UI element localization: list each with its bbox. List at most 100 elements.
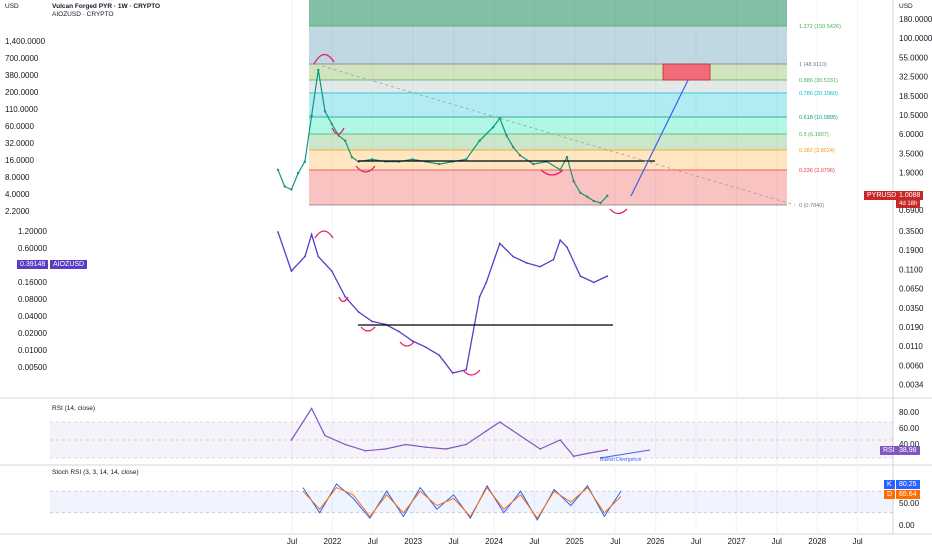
fib-band[interactable] (309, 26, 787, 64)
target-box[interactable] (662, 63, 711, 81)
time-tick-label: Jul (448, 537, 458, 546)
fib-band[interactable] (309, 80, 787, 93)
divergence-line[interactable] (599, 449, 651, 459)
time-tick-label: Jul (852, 537, 862, 546)
time-tick-label: Jul (368, 537, 378, 546)
left-tick-label: 200.0000 (5, 88, 39, 97)
fib-band[interactable] (309, 134, 787, 150)
time-tick-label: Jul (691, 537, 701, 546)
right-tick-label: 60.00 (899, 424, 920, 433)
left-tick-label: 4.0000 (5, 190, 30, 199)
aioz-low-arc[interactable] (462, 369, 481, 376)
fib-band[interactable] (309, 64, 787, 80)
fib-level-label: 0.236 (2.0796) (799, 168, 835, 174)
drawings-layer[interactable] (313, 53, 796, 459)
aioz-line[interactable] (277, 231, 608, 374)
trend-line[interactable] (321, 65, 796, 206)
right-tick-label: 6.0000 (899, 130, 924, 139)
projection-arrow[interactable] (630, 69, 694, 197)
right-tick-label: 1.9000 (899, 169, 924, 178)
fib-band[interactable] (309, 170, 787, 205)
right-price-axis[interactable]: 180.0000 100.0000 55.0000 32.5000 18.5000 10.… (899, 15, 932, 530)
right-tick-label: 0.0034 (899, 381, 924, 390)
right-currency: USD (899, 3, 913, 10)
low-arc[interactable] (331, 127, 345, 135)
aioz-pane[interactable] (277, 231, 609, 374)
price-pane[interactable] (276, 68, 609, 205)
aioz-value-tag[interactable]: 0.39148 (17, 260, 49, 269)
left-tick-label: 380.0000 (5, 71, 39, 80)
rsi-symbol-tag[interactable]: RSI (880, 446, 898, 455)
left-tick-label: 0.16000 (18, 278, 47, 287)
stoch-pane[interactable] (50, 483, 893, 522)
pyr-price-tag[interactable]: 1.0088 (896, 191, 924, 200)
rsi-pane[interactable] (50, 407, 893, 459)
left-tick-label: 1.20000 (18, 227, 47, 236)
aioz-low-arc[interactable] (338, 296, 349, 303)
rsi-title[interactable]: RSI (14, close) (52, 405, 95, 412)
rsi-value-tag[interactable]: 38.98 (896, 446, 920, 455)
fib-band[interactable] (309, 150, 787, 170)
left-tick-label: 0.08000 (18, 295, 47, 304)
left-tick-label: 0.02000 (18, 329, 47, 338)
right-tick-label: 100.0000 (899, 34, 932, 43)
fib-band[interactable] (309, 93, 787, 117)
fib-level-label: 0.886 (30.5331) (799, 78, 838, 84)
left-tick-label: 0.00500 (18, 363, 47, 372)
top-arc[interactable] (313, 53, 335, 65)
time-tick-label: 2025 (566, 537, 584, 546)
left-tick-label: 110.0000 (5, 105, 38, 114)
pyr-symbol-tag[interactable]: PYRUSD (864, 191, 900, 200)
rsi-line[interactable] (290, 407, 608, 457)
time-tick-label: 2024 (485, 537, 503, 546)
fib-level-label: 1.272 (150.5426) (799, 24, 841, 30)
fib-level-label: 0.618 (10.0895) (799, 115, 838, 121)
left-tick-label: 700.0000 (5, 54, 39, 63)
right-tick-label: 0.1100 (899, 265, 923, 274)
time-tick-label: Jul (772, 537, 782, 546)
price-line[interactable] (277, 69, 608, 204)
fib-retracement[interactable] (309, 0, 787, 206)
vertical-grid (291, 0, 859, 534)
right-tick-label: 0.0190 (899, 323, 924, 332)
stoch-d-letter[interactable]: D (884, 490, 896, 499)
time-tick-label: 2022 (324, 537, 342, 546)
right-tick-label: 3.5000 (899, 149, 924, 158)
left-tick-label: 0.01000 (18, 346, 47, 355)
aioz-low-arc[interactable] (399, 341, 415, 347)
low-arc[interactable] (540, 169, 564, 176)
low-arc[interactable] (355, 165, 376, 173)
left-price-axis[interactable]: 1,400.0000 700.0000 380.0000 200.0000 110.00… (5, 37, 47, 372)
chart-title[interactable]: Vulcan Forged PYR · 1W · CRYPTO (52, 3, 161, 10)
stoch-d-line[interactable] (302, 486, 622, 520)
fib-level-label: 0.382 (3.8024) (799, 148, 835, 154)
right-tick-label: 10.5000 (899, 111, 928, 120)
aioz-symbol-tag[interactable]: AIOZUSD (50, 260, 88, 269)
right-tick-label: 0.0110 (899, 342, 923, 351)
left-tick-label: 8.0000 (5, 173, 30, 182)
aioz-top-arc[interactable] (314, 230, 334, 239)
fib-band[interactable] (309, 0, 787, 26)
stoch-band[interactable] (50, 491, 893, 513)
stoch-d-tag[interactable]: 65.64 (896, 490, 920, 499)
stoch-k-tag[interactable]: 80.25 (896, 480, 920, 489)
low-arc[interactable] (609, 208, 628, 215)
fib-band[interactable] (309, 117, 787, 134)
right-tick-label: 0.0060 (899, 361, 924, 370)
time-tick-label: Jul (529, 537, 539, 546)
countdown-tag: 4d 18h (896, 200, 921, 208)
fib-level-label: 0 (0.7840) (799, 203, 824, 209)
left-tick-label: 32.0000 (5, 139, 34, 148)
time-axis[interactable]: Jul 2022 Jul 2023 Jul 2024 Jul 2025 Jul 2026 Jul 20… (287, 537, 863, 546)
stoch-title[interactable]: Stoch RSI (3, 3, 14, 14, close) (52, 469, 139, 476)
right-tick-label: 0.3500 (899, 227, 924, 236)
time-tick-label: 2023 (404, 537, 422, 546)
right-tick-label: 32.5000 (899, 73, 928, 82)
chart-subtitle[interactable]: AIOZUSD · CRYPTO (52, 11, 114, 18)
aioz-low-arc[interactable] (360, 326, 376, 332)
right-tick-label: 55.0000 (899, 53, 928, 62)
stoch-k-line[interactable] (302, 483, 622, 522)
stoch-k-letter[interactable]: K (884, 480, 895, 489)
right-tick-label: 180.0000 (899, 15, 932, 24)
